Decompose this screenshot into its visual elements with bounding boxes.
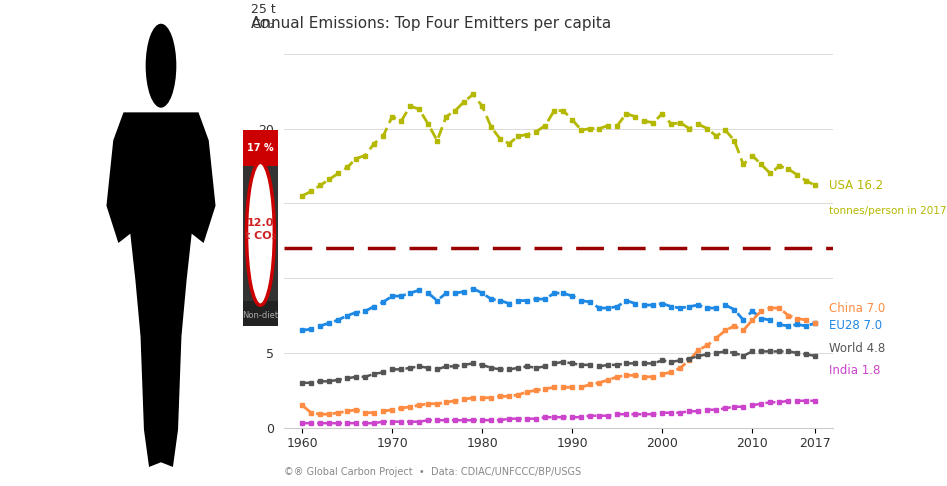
Text: ©® Global Carbon Project  •  Data: CDIAC/UNFCCC/BP/USGS: ©® Global Carbon Project • Data: CDIAC/U…: [284, 467, 581, 477]
Text: World 4.8: World 4.8: [829, 342, 885, 355]
Text: China 7.0: China 7.0: [829, 301, 885, 314]
Circle shape: [246, 162, 275, 305]
Text: 17 %: 17 %: [247, 143, 274, 153]
Text: tonnes/person in 2017: tonnes/person in 2017: [829, 206, 946, 216]
Text: Annual Emissions: Top Four Emitters per capita: Annual Emissions: Top Four Emitters per …: [251, 16, 612, 31]
Text: 25 t
CO₂: 25 t CO₂: [251, 3, 276, 31]
Text: Non-diet: Non-diet: [242, 311, 278, 320]
Circle shape: [146, 24, 176, 108]
FancyBboxPatch shape: [242, 130, 278, 166]
Text: 12.0
t CO₂: 12.0 t CO₂: [244, 219, 277, 241]
Text: India 1.8: India 1.8: [829, 364, 880, 377]
FancyBboxPatch shape: [242, 301, 278, 326]
PathPatch shape: [106, 112, 216, 467]
FancyBboxPatch shape: [242, 166, 278, 305]
Text: EU28 7.0: EU28 7.0: [829, 319, 882, 332]
Text: USA 16.2: USA 16.2: [829, 179, 883, 192]
